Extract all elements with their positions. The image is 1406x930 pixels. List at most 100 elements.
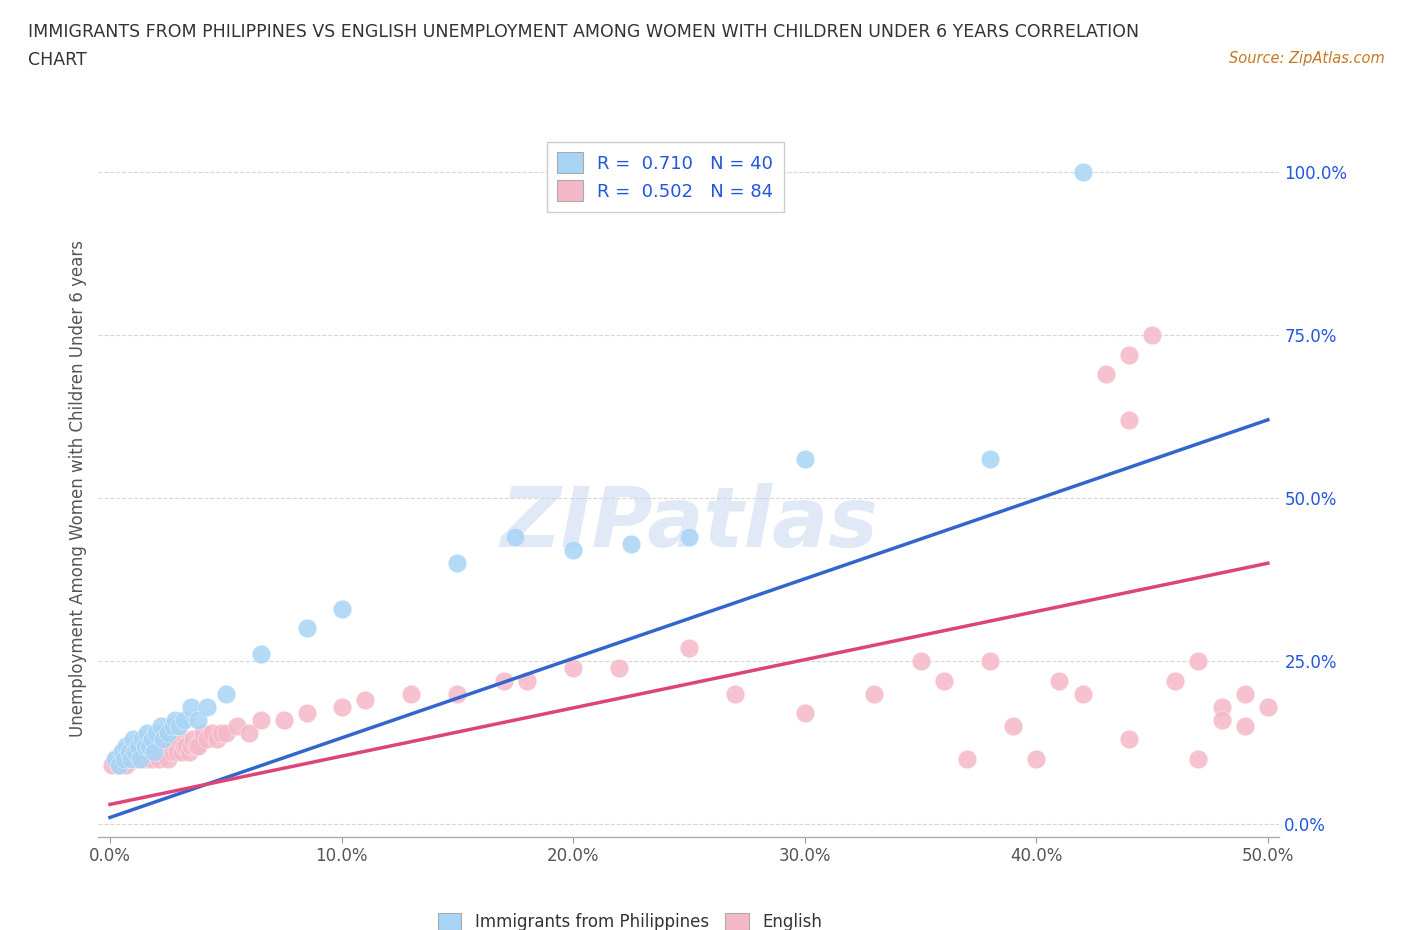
Point [152, 745, 174, 760]
Point [678, 530, 700, 545]
Point [1071, 686, 1094, 701]
Point [1233, 719, 1256, 734]
Point [956, 751, 979, 766]
Point [129, 751, 152, 766]
Point [124, 751, 146, 766]
Point [134, 738, 156, 753]
Point [134, 745, 156, 760]
Point [115, 738, 138, 753]
Point [187, 738, 209, 753]
Point [112, 751, 135, 766]
Point [177, 745, 200, 760]
Point [226, 719, 249, 734]
Point [131, 738, 153, 753]
Point [215, 686, 238, 701]
Point [503, 530, 526, 545]
Point [295, 706, 318, 721]
Point [979, 654, 1001, 669]
Point [155, 738, 177, 753]
Point [105, 751, 128, 766]
Point [143, 745, 166, 760]
Point [170, 745, 193, 760]
Y-axis label: Unemployment Among Women with Children Under 6 years: Unemployment Among Women with Children U… [69, 240, 87, 737]
Point [110, 745, 132, 760]
Point [1164, 673, 1187, 688]
Point [117, 745, 139, 760]
Point [101, 758, 124, 773]
Point [117, 745, 139, 760]
Point [131, 732, 153, 747]
Point [516, 673, 538, 688]
Point [134, 751, 156, 766]
Point [145, 738, 167, 753]
Point [249, 712, 271, 727]
Text: IMMIGRANTS FROM PHILIPPINES VS ENGLISH UNEMPLOYMENT AMONG WOMEN WITH CHILDREN UN: IMMIGRANTS FROM PHILIPPINES VS ENGLISH U… [28, 23, 1139, 41]
Point [180, 738, 202, 753]
Point [156, 751, 179, 766]
Point [330, 699, 353, 714]
Point [162, 745, 184, 760]
Point [156, 725, 179, 740]
Point [1118, 732, 1140, 747]
Point [215, 725, 238, 740]
Point [195, 732, 218, 747]
Point [104, 751, 127, 766]
Point [169, 732, 191, 747]
Point [184, 738, 207, 753]
Point [1257, 699, 1279, 714]
Point [1233, 686, 1256, 701]
Point [136, 738, 159, 753]
Point [183, 732, 205, 747]
Point [124, 745, 146, 760]
Point [446, 686, 468, 701]
Point [108, 758, 131, 773]
Point [187, 712, 209, 727]
Point [620, 537, 643, 551]
Point [141, 738, 163, 753]
Point [152, 732, 174, 747]
Point [1049, 673, 1071, 688]
Point [169, 719, 191, 734]
Point [129, 751, 152, 766]
Point [191, 725, 214, 740]
Point [793, 451, 815, 466]
Point [159, 738, 181, 753]
Point [127, 738, 149, 753]
Point [195, 699, 218, 714]
Point [609, 660, 631, 675]
Point [143, 745, 166, 760]
Point [127, 745, 149, 760]
Point [136, 725, 159, 740]
Point [138, 738, 160, 753]
Point [399, 686, 422, 701]
Point [1118, 412, 1140, 427]
Point [1071, 165, 1094, 179]
Text: CHART: CHART [28, 51, 87, 69]
Point [148, 751, 170, 766]
Point [145, 725, 167, 740]
Point [149, 719, 172, 734]
Point [149, 738, 172, 753]
Point [1025, 751, 1047, 766]
Point [173, 738, 195, 753]
Text: ZIPatlas: ZIPatlas [501, 483, 877, 564]
Point [209, 725, 232, 740]
Point [112, 751, 135, 766]
Point [724, 686, 747, 701]
Point [122, 732, 145, 747]
Point [932, 673, 955, 688]
Point [163, 738, 186, 753]
Point [353, 693, 375, 708]
Point [249, 647, 271, 662]
Point [180, 699, 202, 714]
Point [108, 758, 131, 773]
Point [238, 725, 260, 740]
Point [1094, 366, 1116, 381]
Point [120, 751, 142, 766]
Point [1211, 712, 1233, 727]
Text: Source: ZipAtlas.com: Source: ZipAtlas.com [1229, 51, 1385, 66]
Point [205, 732, 228, 747]
Point [110, 745, 132, 760]
Point [173, 712, 195, 727]
Point [793, 706, 815, 721]
